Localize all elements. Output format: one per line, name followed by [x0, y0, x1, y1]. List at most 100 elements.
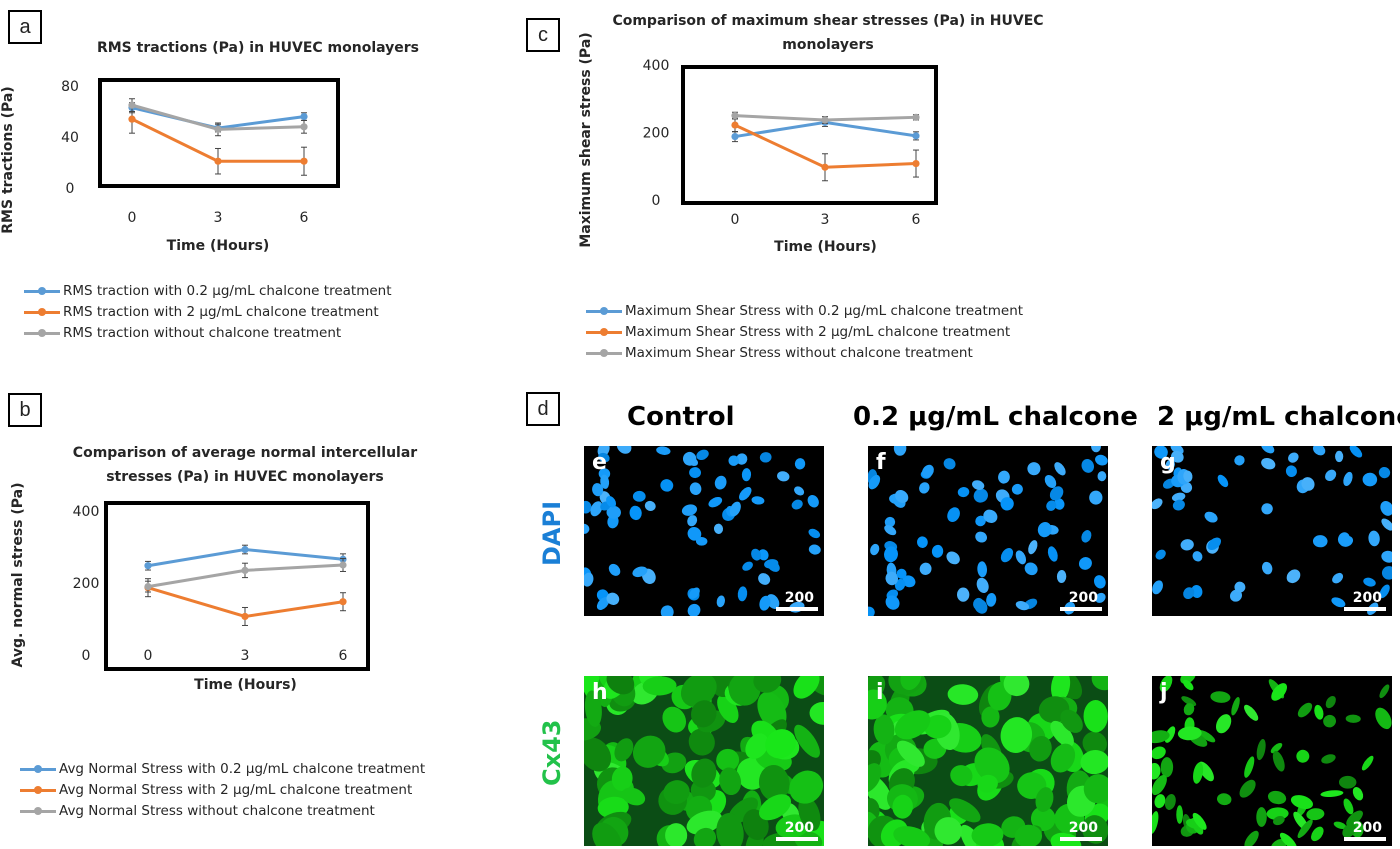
legend-swatch	[20, 785, 56, 795]
x-axis-label: Time (Hours)	[774, 239, 877, 255]
x-tick-label: 3	[214, 210, 223, 226]
data-point	[821, 116, 829, 124]
legend-max-shear: Maximum Shear Stress with 0.2 μg/mL chal…	[586, 300, 1023, 363]
legend-item: Maximum Shear Stress with 2 μg/mL chalco…	[586, 321, 1023, 342]
cx43-micrograph: j 200	[1152, 676, 1392, 846]
dapi-micrograph: g 200	[1152, 446, 1392, 616]
data-point	[241, 545, 249, 554]
y-tick-label: 0	[66, 181, 75, 197]
legend-rms-tractions: RMS traction with 0.2 μg/mL chalcone tre…	[24, 280, 392, 343]
y-tick-label: 400	[73, 504, 100, 520]
data-point	[912, 159, 920, 168]
data-point	[339, 598, 347, 606]
legend-label: RMS traction with 0.2 μg/mL chalcone tre…	[63, 282, 392, 299]
legend-swatch	[586, 306, 622, 316]
legend-swatch	[24, 328, 60, 338]
y-axis-label: Maximum shear stress (Pa)	[578, 32, 594, 247]
y-axis-label: RMS tractions (Pa)	[0, 86, 16, 233]
legend-swatch	[20, 764, 56, 774]
plot-frame	[104, 501, 370, 671]
plot-frame	[98, 78, 340, 188]
x-tick-label: 6	[912, 212, 921, 228]
legend-item: RMS traction with 0.2 μg/mL chalcone tre…	[24, 280, 392, 301]
panel-label-d: d	[526, 392, 560, 426]
scale-bar-label: 200	[1068, 820, 1098, 836]
chart-title-line: Comparison of maximum shear stresses (Pa…	[612, 13, 1043, 29]
data-point	[214, 125, 222, 133]
legend-label: Maximum Shear Stress with 0.2 μg/mL chal…	[625, 302, 1024, 319]
x-axis-label: Time (Hours)	[194, 677, 297, 693]
micrograph-letter: f	[876, 450, 886, 475]
y-tick-label: 0	[82, 648, 91, 664]
micrograph-letter: h	[592, 680, 608, 705]
y-tick-label: 200	[73, 576, 100, 592]
data-point	[128, 101, 136, 109]
legend-label: Maximum Shear Stress without chalcone tr…	[625, 344, 973, 361]
row-label-dapi: DAPI	[538, 500, 566, 566]
legend-label: Avg Normal Stress without chalcone treat…	[59, 802, 375, 819]
y-tick-label: 400	[643, 58, 670, 74]
x-tick-label: 0	[128, 210, 137, 226]
data-point	[214, 157, 222, 165]
scale-bar	[1344, 837, 1386, 841]
panel-label-a: a	[8, 10, 42, 44]
micrograph-letter: e	[592, 450, 607, 475]
dapi-micrograph: f 200	[868, 446, 1108, 616]
data-point	[144, 583, 152, 591]
x-tick-label: 6	[300, 210, 309, 226]
scale-bar	[1060, 607, 1102, 611]
legend-item: Maximum Shear Stress without chalcone tr…	[586, 342, 1023, 363]
chart-max-shear: Comparison of maximum shear stresses (Pa…	[578, 13, 1044, 255]
x-tick-label: 3	[821, 212, 830, 228]
column-title-high-dose: 2 μg/mL chalcone	[1157, 402, 1400, 432]
legend-label: Avg Normal Stress with 0.2 μg/mL chalcon…	[59, 760, 426, 777]
legend-normal-stress: Avg Normal Stress with 0.2 μg/mL chalcon…	[20, 758, 425, 821]
y-axis-label: Avg. normal stress (Pa)	[10, 483, 26, 668]
legend-item: Maximum Shear Stress with 0.2 μg/mL chal…	[586, 300, 1023, 321]
data-point	[912, 132, 920, 140]
legend-swatch	[20, 806, 56, 816]
x-tick-label: 0	[731, 212, 740, 228]
x-tick-label: 0	[144, 648, 153, 664]
y-tick-label: 0	[652, 193, 661, 209]
data-point	[300, 157, 308, 165]
micrograph-letter: j	[1160, 680, 1168, 705]
x-tick-label: 6	[339, 648, 348, 664]
plot-frame	[681, 65, 938, 205]
column-title-low-dose: 0.2 μg/mL chalcone	[853, 402, 1138, 432]
micrograph-letter: i	[876, 680, 884, 705]
data-point	[241, 612, 249, 621]
data-point	[339, 561, 347, 569]
data-point	[912, 113, 920, 121]
chart-title-line: monolayers	[782, 37, 873, 53]
legend-item: Avg Normal Stress without chalcone treat…	[20, 800, 425, 821]
data-point	[731, 132, 739, 141]
cx43-micrograph: i 200	[868, 676, 1108, 846]
x-axis-label: Time (Hours)	[167, 238, 270, 254]
scale-bar-label: 200	[784, 820, 814, 836]
legend-label: Avg Normal Stress with 2 μg/mL chalcone …	[59, 781, 413, 798]
legend-label: RMS traction without chalcone treatment	[63, 324, 342, 341]
y-tick-label: 200	[643, 126, 670, 142]
chart-title-line: RMS tractions (Pa) in HUVEC monolayers	[97, 40, 419, 56]
data-point	[300, 123, 308, 131]
data-point	[731, 121, 739, 129]
legend-item: Avg Normal Stress with 0.2 μg/mL chalcon…	[20, 758, 425, 779]
legend-item: RMS traction without chalcone treatment	[24, 322, 392, 343]
scale-bar	[776, 607, 818, 611]
data-point	[731, 112, 739, 120]
panel-label-c: c	[526, 18, 560, 52]
legend-swatch	[586, 327, 622, 337]
column-title-control: Control	[627, 402, 735, 432]
scale-bar	[1344, 607, 1386, 611]
data-point	[241, 566, 249, 574]
cx43-micrograph: h 200	[584, 676, 824, 846]
data-point	[300, 113, 308, 121]
legend-label: Maximum Shear Stress with 2 μg/mL chalco…	[625, 323, 1011, 340]
scale-bar-label: 200	[1352, 590, 1382, 606]
data-point	[128, 115, 136, 123]
y-tick-label: 80	[61, 79, 79, 95]
chart-rms-tractions: RMS tractions (Pa) in HUVEC monolayers 0 4…	[0, 40, 419, 254]
legend-item: Avg Normal Stress with 2 μg/mL chalcone …	[20, 779, 425, 800]
scale-bar-label: 200	[1352, 820, 1382, 836]
